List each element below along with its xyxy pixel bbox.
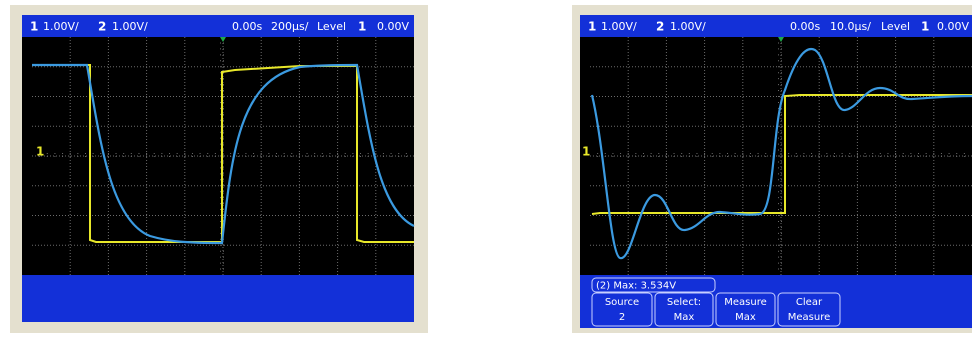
softkeys: Source 2 Select: Max Measure Max Clear Measure bbox=[592, 293, 840, 326]
softkey-value: Max bbox=[735, 312, 756, 323]
softkey-label: Source bbox=[605, 297, 639, 308]
level-label: Level bbox=[317, 20, 346, 33]
scope-right: 1 1 1.00V/ 2 1.00V/ 0.00s 10.0µs/ Level … bbox=[572, 5, 972, 333]
measurement: (2) Max: 3.534V bbox=[596, 281, 676, 292]
channel-marker: 1 bbox=[36, 145, 44, 159]
timebase: 10.0µs/ bbox=[830, 20, 871, 33]
ch1-label: 1 bbox=[588, 20, 596, 34]
delay: 0.00s bbox=[790, 20, 820, 33]
ch2-label: 2 bbox=[656, 20, 664, 34]
trigger-source: 1 bbox=[358, 20, 366, 34]
channel-1-trace bbox=[32, 65, 414, 242]
level-label: Level bbox=[881, 20, 910, 33]
trigger-source: 1 bbox=[921, 20, 929, 34]
ch1-label: 1 bbox=[30, 20, 38, 34]
timebase: 200µs/ bbox=[271, 20, 309, 33]
page: 1 1 1.00V/ 2 1.00V/ 0.00s 200µs/ Level 1… bbox=[0, 0, 972, 338]
ch2-scale: 1.00V/ bbox=[670, 20, 706, 33]
trigger-level: 0.00V bbox=[377, 20, 409, 33]
softkey-label: Measure bbox=[724, 297, 767, 308]
softkey-label: Clear bbox=[796, 297, 823, 308]
ch1-scale: 1.00V/ bbox=[43, 20, 79, 33]
ch2-label: 2 bbox=[98, 20, 106, 34]
ch1-scale: 1.00V/ bbox=[601, 20, 637, 33]
channel-marker: 1 bbox=[582, 145, 590, 159]
scope-left: 1 1 1.00V/ 2 1.00V/ 0.00s 200µs/ Level 1… bbox=[10, 5, 428, 333]
softkey-value: 2 bbox=[619, 312, 625, 323]
trigger-level: 0.00V bbox=[937, 20, 969, 33]
softkey-value: Measure bbox=[788, 312, 831, 323]
softkey-value: Max bbox=[674, 312, 695, 323]
ch2-scale: 1.00V/ bbox=[112, 20, 148, 33]
softkey-label: Select: bbox=[667, 297, 701, 308]
delay: 0.00s bbox=[232, 20, 262, 33]
